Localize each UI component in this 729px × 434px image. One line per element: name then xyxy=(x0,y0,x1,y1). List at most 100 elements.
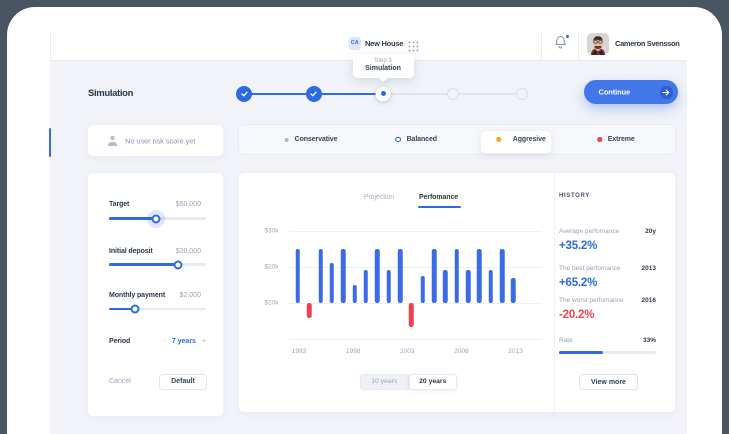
chart-gridline xyxy=(289,230,542,232)
risk-option-label: Conservative xyxy=(294,136,338,143)
history-item-label: Average perfomance xyxy=(559,227,620,235)
page-title: Simulation xyxy=(88,88,134,99)
history-item-tag: 2016 xyxy=(641,297,656,304)
risk-score-message: No user risk score yet xyxy=(125,136,196,145)
header-separator-bell xyxy=(540,32,542,60)
app-window: CA New House xyxy=(7,7,722,434)
balanced-radio-icon xyxy=(395,136,401,143)
avatar-photo xyxy=(587,33,609,55)
apps-grid-icon[interactable] xyxy=(408,39,419,51)
avatar[interactable] xyxy=(587,33,609,55)
chart-bar-gain xyxy=(318,248,323,304)
grid-dots-icon xyxy=(408,41,419,51)
rate-progress-fill xyxy=(559,351,603,355)
default-button[interactable]: Default xyxy=(159,374,207,390)
chart-bar-gain xyxy=(465,270,471,304)
risk-option-conservative[interactable]: Conservative xyxy=(284,125,338,154)
cancel-link[interactable]: Cancel xyxy=(109,377,131,385)
chart-bar-gain xyxy=(488,270,494,304)
slider-fill xyxy=(109,217,157,220)
simulation-controls-card: Target $50,000 Initial deposit $20,000 M… xyxy=(87,172,224,417)
risk-option-extreme[interactable]: Extreme xyxy=(597,125,635,154)
risk-option-label: Balanced xyxy=(406,136,437,143)
chart-bar-gain xyxy=(454,248,459,304)
x-axis-tick: 2008 xyxy=(454,347,469,355)
chart-gridline xyxy=(289,303,542,305)
monthly-payment-slider[interactable] xyxy=(109,304,206,314)
chart-bar-gain xyxy=(341,248,346,304)
monthly-payment-label: Monthly payment xyxy=(109,292,166,299)
extreme-dot-icon xyxy=(597,137,602,142)
performance-bar-chart: $30k $20k $10k 1993 1998 2003 2008 2013 xyxy=(239,173,554,414)
current-step-dot xyxy=(380,91,386,96)
range-toggle: 10 years 20 years xyxy=(360,374,457,390)
chart-bar-gain xyxy=(295,248,301,304)
stepper-step-1-done[interactable] xyxy=(236,85,252,102)
bell-icon xyxy=(555,36,566,49)
header-separator-left xyxy=(50,32,51,60)
stepper-step-3-current[interactable] xyxy=(375,86,391,101)
slider-thumb[interactable] xyxy=(173,260,183,269)
chart-bar-gain xyxy=(443,270,448,304)
arrow-right-icon xyxy=(659,85,673,99)
toggle-10-years[interactable]: 10 years xyxy=(360,374,409,390)
slider-thumb[interactable] xyxy=(151,214,161,223)
target-slider[interactable] xyxy=(109,214,206,223)
increase-period-button[interactable]: + xyxy=(201,338,206,345)
selected-risk-chip xyxy=(480,130,552,154)
continue-label: Continue xyxy=(598,87,631,97)
risk-option-label: Aggresive xyxy=(512,136,546,143)
monthly-payment-value: $2,000 xyxy=(179,292,201,299)
chart-bar-gain xyxy=(431,248,437,304)
card-divider xyxy=(554,173,555,412)
chart-bar-gain xyxy=(499,248,505,304)
stepper-step-5-todo[interactable] xyxy=(516,87,529,100)
chart-bar-gain xyxy=(363,270,369,304)
active-tab-underline xyxy=(418,205,461,208)
person-icon xyxy=(107,135,118,146)
risk-option-aggresive[interactable]: Aggresive xyxy=(496,125,546,154)
history-item-label: The worst perfomance xyxy=(559,297,624,304)
initial-deposit-value: $20,000 xyxy=(175,247,201,255)
tooltip-title: Simulation xyxy=(365,65,401,72)
initial-deposit-slider[interactable] xyxy=(109,260,206,269)
stepper-step-4-todo[interactable] xyxy=(446,87,459,100)
view-more-button[interactable]: View more xyxy=(579,374,638,390)
x-axis-tick: 2013 xyxy=(508,347,523,355)
chart-bar-gain xyxy=(477,248,482,304)
history-item-value: +35.2% xyxy=(559,239,598,252)
continue-button[interactable]: Continue xyxy=(584,80,678,104)
y-axis-tick: $30k xyxy=(264,227,279,234)
chart-bar-gain xyxy=(420,275,425,304)
conservative-dot-icon xyxy=(284,137,289,142)
slider-thumb[interactable] xyxy=(130,304,140,314)
slider-fill xyxy=(109,263,178,266)
chart-bar-gain xyxy=(329,263,335,304)
history-item-label: The best perfomance xyxy=(559,264,621,272)
period-stepper: - 7 years + xyxy=(164,338,206,345)
x-axis-tick: 2003 xyxy=(400,347,415,355)
project-badge[interactable]: CA xyxy=(348,37,361,50)
project-name[interactable]: New House xyxy=(365,39,404,48)
toggle-20-years[interactable]: 20 years xyxy=(408,374,457,390)
chart-bar-loss xyxy=(306,303,312,318)
aggresive-dot-icon xyxy=(496,137,501,142)
rate-progress-track xyxy=(559,351,656,355)
tooltip-step-label: Step 3 xyxy=(374,57,392,64)
period-value: 7 years xyxy=(171,338,196,345)
chart-gridline xyxy=(289,339,542,341)
risk-option-balanced[interactable]: Balanced xyxy=(395,125,437,154)
chart-bar-loss xyxy=(409,303,414,327)
tab-perfomance[interactable]: Perfomance xyxy=(418,194,459,201)
check-icon xyxy=(310,91,317,96)
chart-bar-gain xyxy=(386,270,391,304)
notifications-button[interactable] xyxy=(554,33,570,52)
x-axis-tick: 1993 xyxy=(291,347,307,355)
active-section-indicator xyxy=(48,128,51,157)
tab-projection[interactable]: Projection xyxy=(363,194,395,201)
user-name[interactable]: Cameron Svensson xyxy=(615,39,680,48)
chart-bar-gain xyxy=(511,277,516,304)
decrease-period-button[interactable]: - xyxy=(163,338,166,345)
stepper-step-2-done[interactable] xyxy=(305,85,322,102)
